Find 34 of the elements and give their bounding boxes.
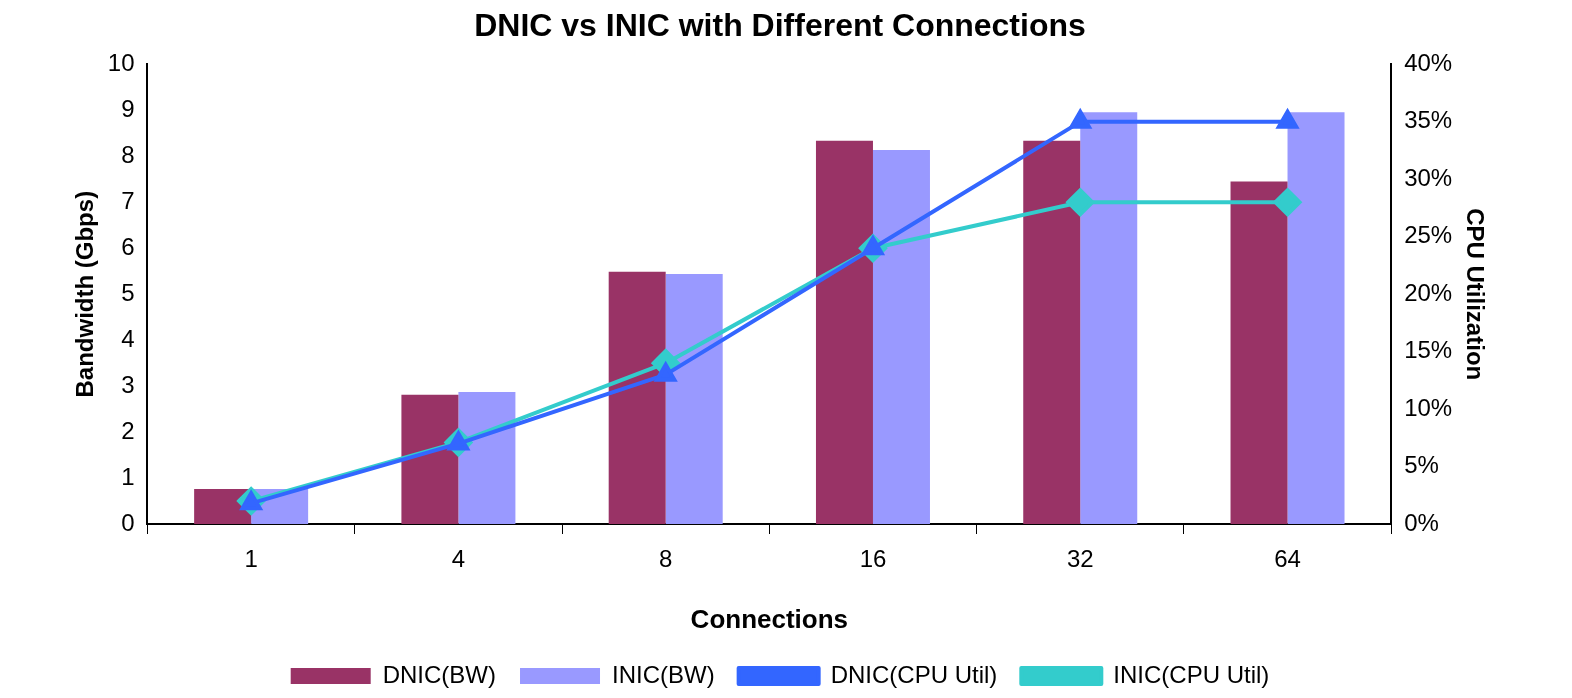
y2-tick-label: 10% <box>1404 393 1453 421</box>
y-tick-label: 2 <box>121 416 135 444</box>
y2-tick-label: 5% <box>1404 451 1439 479</box>
x-tick-label: 1 <box>244 545 258 573</box>
y-tick-label: 8 <box>121 140 135 168</box>
legend-label: INIC(BW) <box>612 660 715 688</box>
y-tick-label: 7 <box>121 186 135 214</box>
y2-tick-label: 25% <box>1404 221 1453 249</box>
x-axis-title: Connections <box>690 603 849 634</box>
legend-label: DNIC(BW) <box>382 660 497 688</box>
chart-title: DNIC vs INIC with Different Connections <box>474 7 1086 44</box>
x-tick-label: 16 <box>859 545 887 573</box>
y2-tick-label: 35% <box>1404 106 1453 134</box>
y-tick-label: 5 <box>121 278 135 306</box>
y-tick-label: 1 <box>121 462 135 490</box>
y2-axis-title: CPU Utilization <box>1461 208 1489 381</box>
y-tick-label: 10 <box>107 49 135 77</box>
x-tick-label: 32 <box>1066 545 1094 573</box>
legend-label: INIC(CPU Util) <box>1113 660 1270 688</box>
x-tick-label: 4 <box>451 545 466 573</box>
y-axis-title: Bandwidth (Gbps) <box>71 190 99 398</box>
y-tick-label: 3 <box>121 370 135 398</box>
x-tick-label: 8 <box>659 545 673 573</box>
x-tick-label: 64 <box>1274 545 1301 573</box>
y2-tick-label: 20% <box>1404 278 1453 306</box>
y2-tick-label: 0% <box>1404 508 1439 536</box>
y-tick-label: 6 <box>121 232 135 260</box>
y-tick-label: 4 <box>121 324 135 352</box>
y-tick-label: 9 <box>121 94 135 122</box>
y2-tick-label: 40% <box>1404 49 1453 77</box>
y2-tick-label: 30% <box>1404 163 1453 191</box>
legend-label: DNIC(CPU Util) <box>830 660 998 688</box>
y2-tick-label: 15% <box>1404 336 1453 364</box>
y-tick-label: 0 <box>121 508 135 536</box>
